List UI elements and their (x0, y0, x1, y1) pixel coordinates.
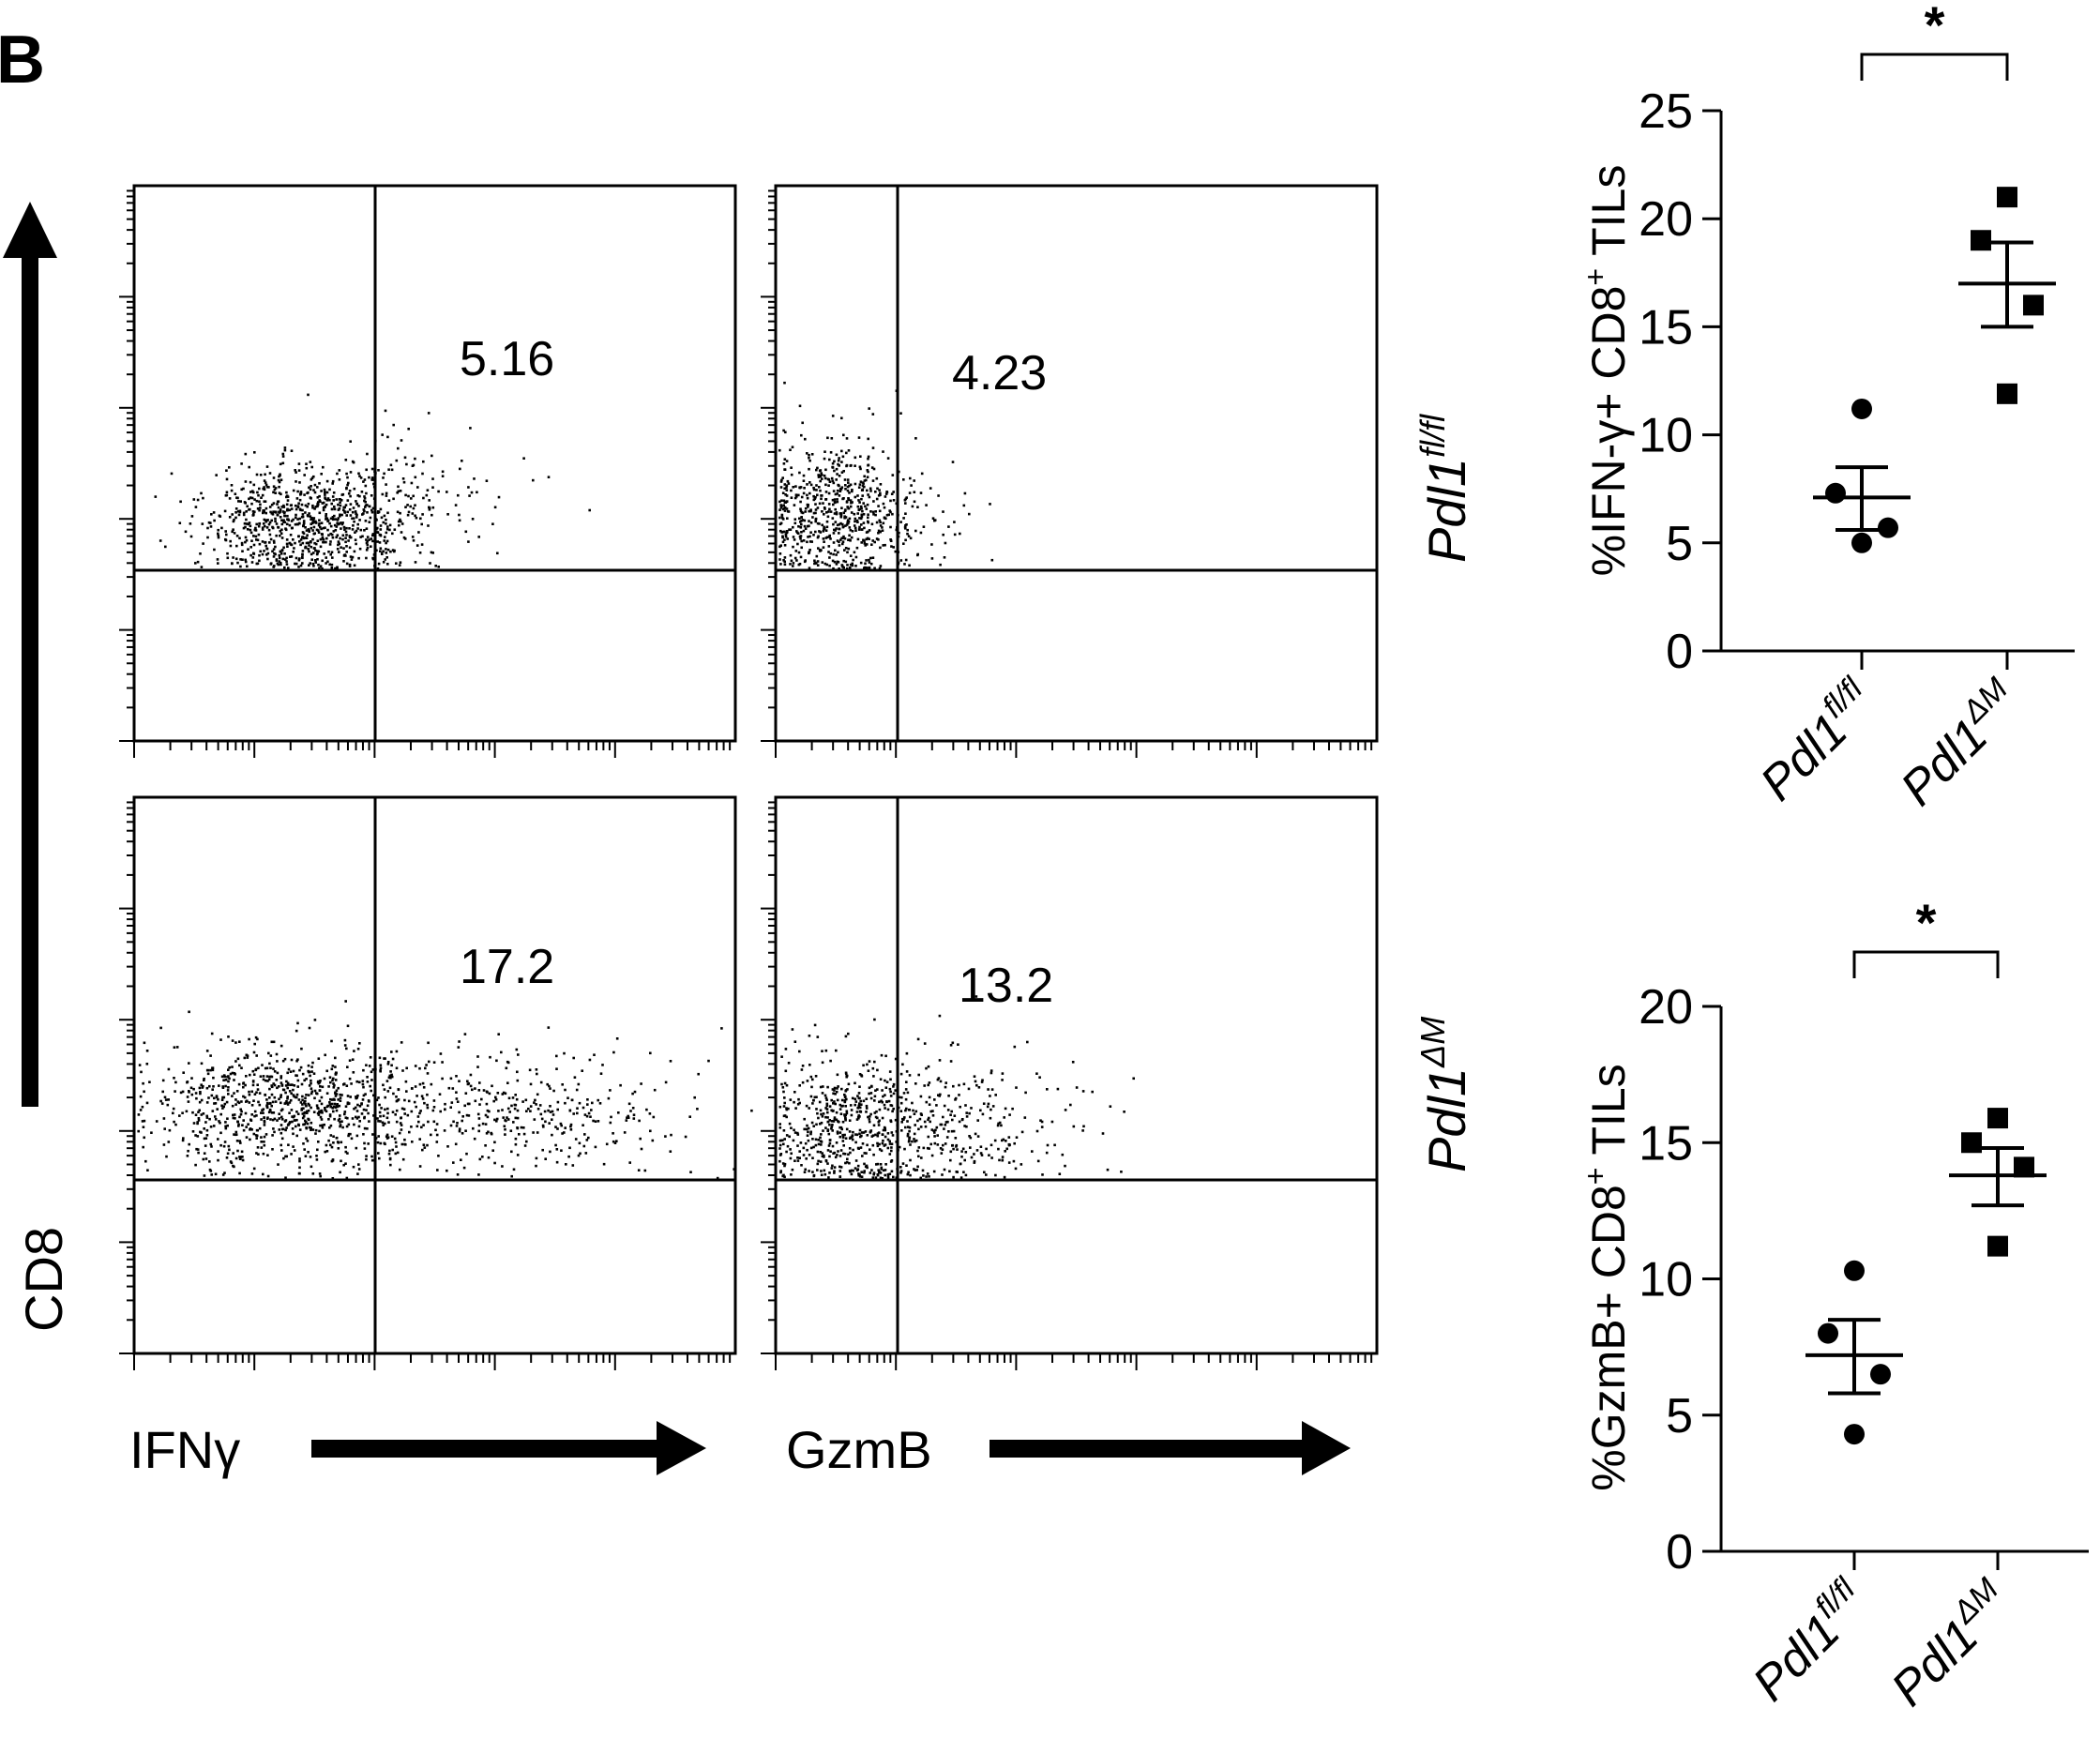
data-point (1987, 1108, 2008, 1129)
significance-bracket (1852, 950, 2000, 978)
series-square (1958, 187, 2056, 404)
event-dots (778, 381, 994, 570)
plot-frame (132, 795, 737, 1355)
series-circle (1813, 398, 1911, 553)
plot-frame (132, 184, 737, 743)
ifng-axis-label: IFNγ (129, 1420, 240, 1479)
data-point (1997, 383, 2017, 404)
gzmb-axis-arrow (990, 1421, 1351, 1475)
log-ticks (119, 801, 732, 1370)
y-axis-label: %IFN-γ+ CD8+ TILs (1579, 165, 1635, 577)
data-point (2014, 1156, 2034, 1178)
log-ticks (119, 189, 732, 758)
event-dots (137, 1000, 790, 1180)
flow-gzmb-pdl1-dm: 13.2 (761, 795, 1379, 1370)
plot-frame (774, 184, 1379, 743)
quadrant-percent: 13.2 (959, 959, 1053, 1013)
data-point (1878, 517, 1898, 538)
y-tick-label: 0 (1666, 625, 1693, 679)
cd8-axis-label: CD8 (14, 1227, 73, 1332)
data-point (2023, 295, 2044, 316)
flow-cytometry-panels: 5.16 4.23 17.2 13.2 (119, 184, 1379, 1370)
y-tick-label: 20 (1639, 192, 1693, 247)
row-label-pdl1-flfl: Pdl1fl/fl (1413, 414, 1476, 563)
y-axis-label: %GzmB+ CD8+ TILs (1579, 1064, 1635, 1490)
plot-frame (774, 795, 1379, 1355)
data-point (1987, 1235, 2008, 1257)
x-tick-label: Pdl1fl/fl (1739, 1570, 1881, 1712)
data-point (1851, 398, 1872, 419)
significance-bracket (1860, 53, 2009, 81)
data-point (1971, 230, 1991, 251)
x-tick-label: Pdl1fl/fl (1746, 670, 1888, 811)
quadrant-percent: 5.16 (460, 332, 554, 386)
data-point (1844, 1424, 1865, 1445)
log-ticks (761, 801, 1373, 1370)
series-square (1949, 1108, 2047, 1257)
data-point (1851, 532, 1872, 553)
data-point (1825, 482, 1846, 504)
quadrant-percent: 17.2 (460, 940, 554, 994)
y-tick-label: 0 (1666, 1525, 1693, 1579)
y-tick-label: 15 (1639, 300, 1693, 355)
event-dots (778, 995, 1135, 1180)
data-point (1818, 1322, 1838, 1344)
x-tick-label: Pdl1ΔM (1886, 671, 2032, 816)
row-label-pdl1-dm: Pdl1ΔM (1413, 1017, 1476, 1172)
y-tick-label: 20 (1639, 980, 1693, 1035)
x-tick-label: Pdl1ΔM (1877, 1571, 2022, 1716)
y-tick-label: 10 (1639, 1253, 1693, 1307)
quadrant-percent: 4.23 (952, 346, 1047, 400)
y-tick-label: 15 (1639, 1116, 1693, 1171)
cd8-axis-arrow (3, 202, 57, 1107)
significance-star: * (1925, 0, 1945, 54)
data-point (1844, 1260, 1865, 1281)
gzmb-axis-label: GzmB (786, 1420, 932, 1479)
y-tick-label: 5 (1666, 1389, 1693, 1443)
series-circle (1805, 1260, 1903, 1445)
log-ticks (761, 189, 1373, 758)
panel-label: B (0, 23, 45, 98)
flow-ifng-pdl1-flfl: 5.16 (119, 184, 737, 758)
ifng-axis-arrow (311, 1421, 706, 1475)
y-tick-label: 10 (1639, 409, 1693, 463)
flow-ifng-pdl1-dm: 17.2 (119, 795, 790, 1370)
data-point (1870, 1364, 1891, 1385)
event-dots (154, 393, 591, 570)
flow-gzmb-pdl1-flfl: 4.23 (761, 184, 1379, 758)
significance-star: * (1916, 893, 1937, 952)
data-point (1997, 187, 2017, 208)
y-tick-label: 5 (1666, 517, 1693, 571)
y-tick-label: 25 (1639, 84, 1693, 139)
